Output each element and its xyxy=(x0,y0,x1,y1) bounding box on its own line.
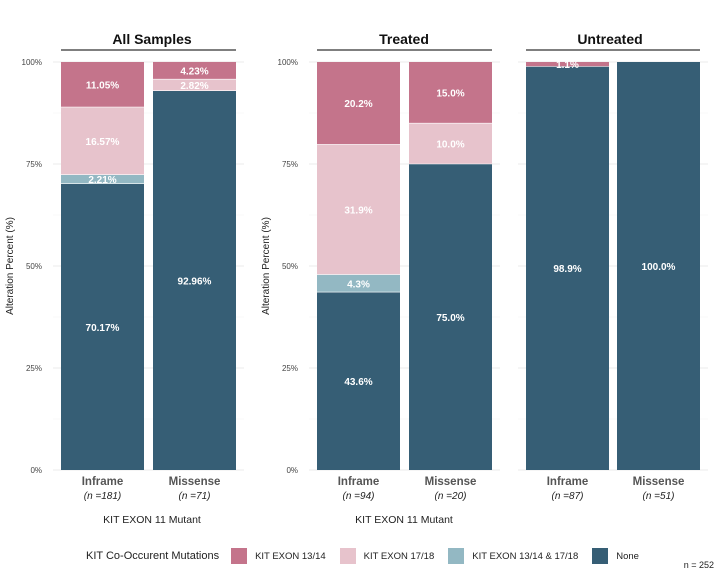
treated-y-axis-label: Alteration Percent (%) xyxy=(261,217,272,315)
treated-bar-missense-none xyxy=(409,164,492,470)
legend-item-none: None xyxy=(592,548,639,564)
treated-category-n: (n =20) xyxy=(435,491,467,502)
all-samples-panel-title: All Samples xyxy=(112,31,192,47)
untreated-bar-inframe-none xyxy=(526,66,609,470)
treated-ytick-label: 75% xyxy=(282,160,298,169)
all-samples-data-label-missense-kit-exon-13-14: 4.23% xyxy=(180,67,208,78)
legend-item-exon-17-18: KIT EXON 17/18 xyxy=(339,548,435,564)
legend-swatch-exon-13-14 xyxy=(231,548,248,564)
untreated-data-label-inframe-kit-exon-13-14: 1.1% xyxy=(556,60,579,71)
legend-item-exon-13-14: KIT EXON 13/14 xyxy=(231,548,326,564)
treated-data-label-inframe-kit-exon-17-18: 31.9% xyxy=(344,205,372,216)
all-samples-ytick-label: 100% xyxy=(22,58,42,67)
treated-bar-inframe-none xyxy=(317,292,400,470)
all-samples-bar-missense-none xyxy=(153,90,236,470)
all-samples-x-axis-label: KIT EXON 11 Mutant xyxy=(103,514,201,526)
legend-label-exon-13-14: KIT EXON 13/14 xyxy=(255,550,326,562)
all-samples-bar-missense-kit-exon-17-18 xyxy=(153,79,236,91)
all-samples-data-label-inframe-none: 70.17% xyxy=(86,323,120,334)
treated-category-n: (n =94) xyxy=(343,491,375,502)
all-samples-ytick-label: 0% xyxy=(30,466,42,475)
untreated-data-label-inframe-none: 98.9% xyxy=(553,264,581,275)
all-samples-y-axis-label: Alteration Percent (%) xyxy=(5,217,16,315)
all-samples-bar-inframe-kit-exon-13-14 xyxy=(61,62,144,108)
legend-label-exon-17-18: KIT EXON 17/18 xyxy=(363,550,435,562)
untreated-category-label: Missense xyxy=(633,476,685,488)
treated-bar-inframe-kit-exon-13-14-17-18 xyxy=(317,274,400,293)
treated-panel-title: Treated xyxy=(379,31,429,47)
all-samples-ytick-label: 50% xyxy=(26,262,42,271)
treated-category-label: Inframe xyxy=(338,476,380,488)
legend-swatch-exon-17-18 xyxy=(339,548,356,564)
all-samples-ytick-label: 25% xyxy=(26,364,42,373)
all-samples-ytick-label: 75% xyxy=(26,160,42,169)
treated-bar-missense-kit-exon-17-18 xyxy=(409,123,492,164)
legend-label-exon-both: KIT EXON 13/14 & 17/18 xyxy=(472,550,579,562)
treated-data-label-missense-kit-exon-13-14: 15.0% xyxy=(436,89,464,100)
sample-size-footnote: n = 252 xyxy=(683,560,714,570)
untreated-bar-inframe-kit-exon-13-14 xyxy=(526,62,609,67)
all-samples-category-n: (n =181) xyxy=(84,491,122,502)
all-samples-bar-inframe-none xyxy=(61,183,144,470)
all-samples-bar-inframe-kit-exon-13-14-17-18 xyxy=(61,174,144,184)
treated-ytick-label: 0% xyxy=(286,466,298,475)
all-samples-category-label: Missense xyxy=(169,476,221,488)
untreated-panel-title: Untreated xyxy=(577,31,642,47)
all-samples-bar-inframe-kit-exon-17-18 xyxy=(61,107,144,175)
legend-swatch-none xyxy=(592,548,609,564)
untreated-category-n: (n =51) xyxy=(643,491,675,502)
all-samples-bar-missense-kit-exon-13-14 xyxy=(153,61,236,80)
treated-data-label-inframe-kit-exon-13-14: 20.2% xyxy=(344,99,372,110)
untreated-data-label-missense-none: 100.0% xyxy=(642,262,676,273)
treated-ytick-label: 50% xyxy=(282,262,298,271)
legend-item-exon-both: KIT EXON 13/14 & 17/18 xyxy=(448,548,578,564)
treated-category-label: Missense xyxy=(425,476,477,488)
untreated-category-label: Inframe xyxy=(547,476,589,488)
treated-bar-missense-kit-exon-13-14 xyxy=(409,62,492,124)
chart-legend: KIT Co-Occurent Mutations KIT EXON 13/14… xyxy=(86,546,653,566)
all-samples-data-label-inframe-kit-exon-13-14-17-18: 2.21% xyxy=(88,175,116,186)
treated-ytick-label: 25% xyxy=(282,364,298,373)
legend-title: KIT Co-Occurent Mutations xyxy=(86,550,220,562)
all-samples-data-label-inframe-kit-exon-17-18: 16.57% xyxy=(86,137,120,148)
untreated-category-n: (n =87) xyxy=(552,491,584,502)
all-samples-category-n: (n =71) xyxy=(179,491,211,502)
all-samples-data-label-inframe-kit-exon-13-14: 11.05% xyxy=(86,81,119,92)
legend-label-none: None xyxy=(616,550,639,562)
treated-data-label-inframe-kit-exon-13-14-17-18: 4.3% xyxy=(347,279,370,290)
treated-bar-inframe-kit-exon-17-18 xyxy=(317,144,400,275)
treated-ytick-label: 100% xyxy=(278,58,298,67)
treated-data-label-missense-none: 75.0% xyxy=(436,313,464,324)
treated-x-axis-label: KIT EXON 11 Mutant xyxy=(355,514,453,526)
all-samples-category-label: Inframe xyxy=(82,476,124,488)
treated-data-label-missense-kit-exon-17-18: 10.0% xyxy=(436,140,464,151)
legend-swatch-exon-both xyxy=(448,548,465,564)
treated-bar-inframe-kit-exon-13-14 xyxy=(317,62,400,145)
treated-data-label-inframe-none: 43.6% xyxy=(344,377,372,388)
all-samples-data-label-missense-none: 92.96% xyxy=(178,276,212,287)
all-samples-data-label-missense-kit-exon-17-18: 2.82% xyxy=(180,81,208,92)
untreated-bar-missense-none xyxy=(617,62,700,470)
